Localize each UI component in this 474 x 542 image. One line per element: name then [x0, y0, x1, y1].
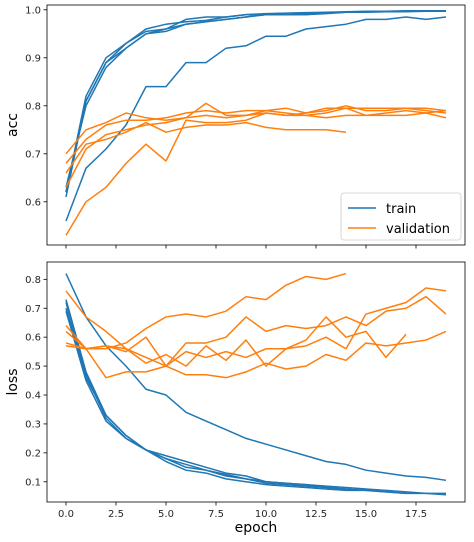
y-tick-label: 0.6: [25, 197, 41, 208]
validation-series-line-7: [65, 121, 347, 174]
y-tick-label: 0.8: [25, 101, 41, 112]
y-tick-label: 0.3: [25, 419, 41, 430]
axes-frame: [46, 261, 466, 503]
validation-series-line-7: [65, 316, 407, 367]
validation-series-line-5: [65, 272, 347, 350]
legend-label-0: train: [386, 202, 416, 217]
y-tick-label: 0.9: [25, 53, 41, 64]
y-tick-label: 0.5: [25, 362, 41, 373]
y-axis-label: acc: [5, 113, 21, 137]
x-tick-label: 2.5: [108, 509, 124, 520]
train-series-line-1: [65, 299, 407, 495]
validation-series-line-5: [65, 105, 447, 236]
y-tick-label: 0.8: [25, 275, 41, 286]
x-tick-label: 7.5: [208, 509, 224, 520]
validation-series-line-6: [65, 295, 447, 367]
validation-series-line-9: [65, 330, 447, 379]
x-axis-label: epoch: [235, 520, 278, 536]
x-tick-label: 0.0: [58, 509, 74, 520]
train-series-line-2: [65, 10, 446, 188]
train-series-line-0: [65, 273, 447, 482]
axes-frame: [46, 4, 466, 246]
train-series-line-0: [65, 10, 446, 193]
y-tick-label: 0.7: [25, 149, 41, 160]
legend-label-1: validation: [386, 222, 450, 237]
x-tick-label: 15.0: [355, 509, 377, 520]
validation-series-line-8: [65, 287, 447, 367]
validation-series-line-6: [65, 102, 447, 188]
y-tick-label: 1.0: [25, 5, 41, 16]
loss-panel: 0.0 2.5 5.0 7.5 10.0 12.5 15.0 17.5 0.1 0.2 0.3 0.4…: [5, 261, 466, 536]
legend: train validation: [340, 192, 462, 241]
x-tick-label: 10.0: [255, 509, 277, 520]
train-series-line-4: [65, 16, 447, 222]
train-series-line-1: [65, 10, 446, 198]
validation-series-line-8: [65, 107, 447, 164]
y-tick-label: 0.7: [25, 304, 41, 315]
train-series-line-2: [65, 302, 447, 496]
y-axis-label: loss: [5, 368, 21, 395]
acc-panel: 0.6 0.7 0.8 0.9 1.0 acc train validation: [5, 4, 466, 249]
y-tick-label: 0.4: [25, 391, 41, 402]
y-tick-label: 0.1: [25, 477, 41, 488]
validation-series-line-9: [65, 112, 447, 155]
y-tick-label: 0.2: [25, 448, 41, 459]
x-tick-label: 5.0: [158, 509, 174, 520]
train-series-line-3: [65, 308, 347, 490]
train-series-line-3: [65, 10, 447, 193]
y-tick-label: 0.6: [25, 333, 41, 344]
train-series-line-4: [65, 310, 446, 495]
x-tick-label: 17.5: [405, 509, 427, 520]
x-tick-label: 12.5: [305, 509, 327, 520]
